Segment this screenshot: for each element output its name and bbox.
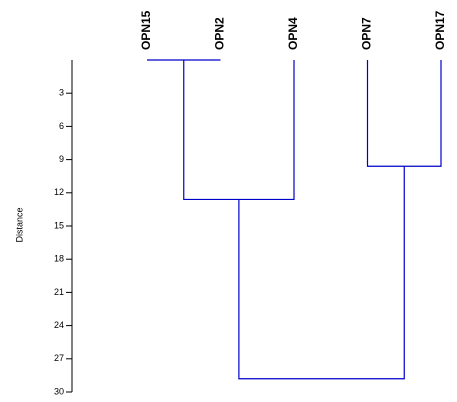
leaf-label: OPN17 [433, 10, 447, 50]
leaf-label: OPN7 [360, 17, 374, 50]
y-tick-label: 12 [54, 187, 64, 197]
y-tick-label: 15 [54, 220, 64, 230]
link [183, 60, 295, 201]
y-tick-label: 30 [54, 386, 64, 396]
y-tick-label: 18 [54, 254, 64, 264]
y-tick-label: 27 [54, 353, 64, 363]
y-axis-label: Distance [14, 207, 24, 242]
y-tick-label: 21 [54, 287, 64, 297]
leaf-label: OPN15 [139, 10, 153, 50]
y-tick-label: 9 [59, 154, 64, 164]
y-tick-label: 6 [59, 121, 64, 131]
leaf-label: OPN4 [286, 17, 300, 50]
leaf-label: OPN2 [213, 17, 227, 50]
y-tick-label: 3 [59, 88, 64, 98]
y-tick-label: 24 [54, 320, 64, 330]
link [366, 60, 442, 167]
link [238, 166, 405, 380]
